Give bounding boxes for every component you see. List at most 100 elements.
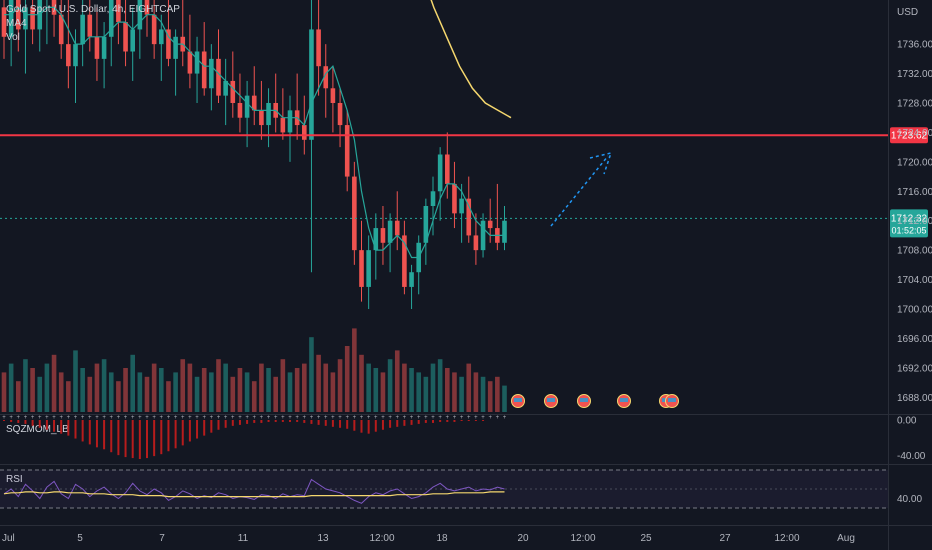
countdown-label: 01:52:05 xyxy=(891,225,926,235)
candle-body xyxy=(230,80,236,103)
time-tick-label: 12:00 xyxy=(570,533,595,544)
sqzmom-cross-marker: + xyxy=(102,415,106,421)
sqzmom-cross-marker: + xyxy=(267,415,271,421)
volume-bar xyxy=(201,368,207,412)
volume-bar xyxy=(73,350,78,412)
sqzmom-cross-marker: + xyxy=(353,415,357,421)
sqzmom-cross-marker: + xyxy=(224,415,228,421)
volume-bar xyxy=(30,368,35,412)
sqzmom-cross-marker: + xyxy=(67,415,71,421)
candle-body xyxy=(194,51,200,74)
candle-body xyxy=(366,250,371,287)
sqzmom-cross-marker: + xyxy=(210,415,214,421)
candle-body xyxy=(344,125,350,177)
vol-legend[interactable]: Vol xyxy=(6,32,20,43)
sqzmom-cross-marker: + xyxy=(245,415,249,421)
volume-bar xyxy=(173,372,178,412)
sqzmom-cross-marker: + xyxy=(424,415,428,421)
time-tick-label: 27 xyxy=(719,533,731,544)
sqzmom-cross-marker: + xyxy=(345,415,349,421)
sqzmom-cross-marker: + xyxy=(217,415,221,421)
candle-body xyxy=(452,183,457,214)
sqzmom-cross-marker: + xyxy=(374,415,378,421)
volume-bar xyxy=(23,359,28,412)
volume-bar xyxy=(37,376,43,412)
candle-body xyxy=(73,44,78,67)
volume-bar xyxy=(294,368,300,412)
candle-body xyxy=(266,103,271,126)
sqzmom-cross-marker: + xyxy=(417,415,421,421)
time-tick-label: Aug xyxy=(837,533,855,544)
sqzmom-cross-marker: + xyxy=(303,415,307,421)
candle-body xyxy=(380,228,386,243)
sqzmom-cross-marker: + xyxy=(431,415,435,421)
sqzmom-cross-marker: + xyxy=(317,415,321,421)
candle-body xyxy=(23,7,28,30)
ma4-legend[interactable]: MA4 xyxy=(6,18,27,29)
volume-bar xyxy=(166,381,171,412)
volume-bar xyxy=(16,381,21,412)
candle-body xyxy=(66,44,71,67)
volume-bar xyxy=(1,372,7,412)
sqzmom-cross-marker: + xyxy=(438,415,442,421)
time-tick-label: 12:00 xyxy=(369,533,394,544)
volume-bar xyxy=(473,372,479,412)
last-price-label: 1712.32 xyxy=(891,213,928,224)
volume-bar xyxy=(495,376,500,412)
candle-body xyxy=(409,272,414,287)
rsi-ma-line xyxy=(3,491,505,498)
event-flag-icon-inner xyxy=(514,398,522,402)
price-tick-label: 1696.00 xyxy=(897,334,932,345)
price-tick-label: 1700.00 xyxy=(897,305,932,316)
price-tick-label: 1720.00 xyxy=(897,157,932,168)
candle-body xyxy=(58,14,64,45)
volume-bar xyxy=(8,363,14,412)
resistance-price-label: 1723.62 xyxy=(891,131,928,142)
sqzmom-cross-marker: + xyxy=(403,415,407,421)
price-tick-label: 1728.00 xyxy=(897,99,932,110)
volume-bar xyxy=(209,372,214,412)
sqzmom-cross-marker: + xyxy=(360,415,364,421)
volume-bar xyxy=(144,376,150,412)
candle-body xyxy=(309,29,314,140)
candle-body xyxy=(287,110,293,133)
price-tick-label: 1724.00 xyxy=(897,128,932,139)
volume-bar xyxy=(402,363,407,412)
volume-bar xyxy=(108,372,114,412)
sqzmom-cross-marker: + xyxy=(446,415,450,421)
volume-bar xyxy=(259,363,264,412)
volume-bar xyxy=(251,381,257,412)
volume-bar xyxy=(130,354,135,412)
candle-body xyxy=(201,51,207,89)
volume-bar xyxy=(409,368,414,412)
symbol-legend[interactable]: Gold Spot / U.S. Dollar, 4h, EIGHTCAP xyxy=(6,4,180,15)
ma4-line xyxy=(4,6,505,259)
sqzmom-cross-marker: + xyxy=(117,415,121,421)
volume-bar xyxy=(216,359,221,412)
time-tick-label: 11 xyxy=(238,533,249,544)
volume-bar xyxy=(437,359,443,412)
sqzmom-cross-marker: + xyxy=(295,415,299,421)
sqzmom-cross-marker: + xyxy=(38,415,42,421)
sqzmom-cross-marker: + xyxy=(288,415,292,421)
sqzmom-cross-marker: + xyxy=(167,415,171,421)
candle-body xyxy=(166,29,171,59)
time-tick-label: 5 xyxy=(77,533,83,544)
sqzmom-cross-marker: + xyxy=(52,415,56,421)
volume-bar xyxy=(116,381,121,412)
sqzmom-cross-marker: + xyxy=(231,415,235,421)
volume-bar xyxy=(237,368,243,412)
volume-bar xyxy=(266,368,271,412)
sqzmom-cross-marker: + xyxy=(17,415,21,421)
candle-body xyxy=(116,0,121,23)
sqzmom-cross-marker: + xyxy=(453,415,457,421)
volume-bar xyxy=(466,363,472,412)
candle-body xyxy=(137,0,143,30)
sqzmom-cross-marker: + xyxy=(9,415,13,421)
volume-bar xyxy=(487,381,493,412)
time-tick-label: 20 xyxy=(517,533,529,544)
sqzmom-cross-marker: + xyxy=(109,415,113,421)
rsi-label: RSI xyxy=(6,474,23,485)
candle-body xyxy=(209,58,214,89)
